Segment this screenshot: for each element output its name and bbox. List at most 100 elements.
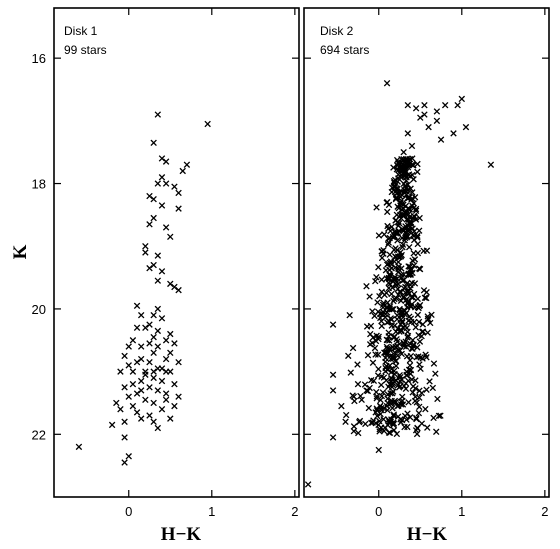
- panel-2-star-point: [400, 156, 407, 163]
- panel-2-star-point: [410, 262, 418, 269]
- panel-2-star-point: [364, 387, 372, 395]
- panel-1-star-point: [171, 183, 178, 190]
- panel-2-star-point: [424, 313, 431, 320]
- panel-1-star-point: [167, 349, 174, 357]
- panel-2-star-point: [379, 304, 387, 311]
- panel-1-star-point: [154, 277, 162, 284]
- panel-2-star-point: [415, 318, 423, 326]
- panel-2-star-point: [411, 194, 419, 201]
- panel-2-star-point: [390, 412, 398, 420]
- panel-2-star-point: [450, 130, 457, 137]
- panel-2-star-point: [411, 256, 419, 263]
- panel-1-star-point: [150, 418, 157, 425]
- panel-2-star-point: [411, 304, 419, 311]
- panel-2-star-point: [409, 294, 417, 301]
- panel-1-star-point: [183, 161, 191, 168]
- panel-1-star-point: [137, 311, 145, 319]
- panel-1-star-point: [142, 249, 149, 256]
- x-tick-label: 0: [375, 504, 382, 519]
- panel-2-star-point: [363, 283, 370, 290]
- panel-2-star-point: [413, 353, 420, 361]
- panel-1-star-point: [171, 283, 178, 291]
- panel-1-star-point: [146, 221, 153, 228]
- panel-2-star-point: [386, 251, 393, 258]
- panel-2-star-point: [416, 403, 423, 411]
- panel-1-star-point: [162, 368, 170, 375]
- panel-2-star-point: [380, 427, 388, 435]
- panel-1-star-point: [179, 167, 186, 175]
- panel-2-star-point: [374, 351, 382, 358]
- panel-2-star-point: [412, 324, 419, 331]
- panel-2-star-point: [392, 230, 400, 237]
- panel-1-star-point: [154, 252, 162, 259]
- panel-1-star-point: [146, 384, 153, 391]
- panel-1-star-point: [146, 412, 153, 419]
- panel-2-star-point: [389, 379, 397, 387]
- panel-2-star-point: [354, 361, 361, 368]
- panel-2-star-point: [392, 362, 400, 370]
- panel-2-star-point: [386, 429, 394, 437]
- panel-1-star-point: [150, 374, 157, 382]
- panel-2-star-point: [369, 359, 377, 366]
- panel-2-star-point: [411, 280, 419, 287]
- panel-1-star-point: [137, 387, 145, 394]
- panel-1-star-point: [133, 390, 141, 397]
- panel-2-star-point: [338, 402, 345, 410]
- panel-2-star-point: [376, 292, 383, 300]
- panel-1-star-point: [158, 315, 166, 322]
- panel-2-star-point: [388, 290, 395, 298]
- panel-2-star-point: [408, 142, 416, 150]
- panel-2-star-point: [387, 315, 394, 322]
- panel-1-star-point: [142, 396, 149, 404]
- panel-2-star-point: [394, 338, 401, 345]
- panel-2-star-point: [383, 199, 390, 206]
- panel-2-star-point: [409, 202, 416, 210]
- x-tick-label: 1: [208, 504, 215, 519]
- panel-2-star-point: [378, 392, 386, 400]
- panel-2-star-point: [404, 423, 411, 431]
- panel-2-star-point: [342, 418, 349, 425]
- panel-2-star-point: [378, 373, 385, 380]
- panel-2-star-point: [361, 381, 369, 388]
- panel-2-star-point: [378, 322, 385, 330]
- panel-2-star-point: [365, 404, 373, 412]
- panel-2-star-point: [363, 323, 371, 330]
- panel-2-star-point: [402, 185, 410, 192]
- panel-1-star-point: [150, 368, 157, 375]
- y-tick-label: 20: [32, 302, 46, 317]
- panel-2-star-point: [403, 353, 411, 360]
- panel-2-star-point: [462, 123, 470, 131]
- panel-1-star-point: [171, 340, 178, 347]
- panel-2-star-point: [458, 95, 466, 103]
- panel-2-star-point: [406, 414, 414, 421]
- panel-1-star-point: [121, 459, 128, 466]
- panel-2-star-point: [372, 337, 380, 345]
- panel-1-star-point: [167, 280, 174, 288]
- panel-1-star-point: [154, 180, 162, 187]
- panel-1-star-point: [167, 415, 174, 422]
- panel-2-star-point: [403, 309, 410, 317]
- panel-2-star-point: [400, 276, 408, 284]
- panel-2-star-point: [390, 399, 398, 406]
- panel-2-star-point: [385, 225, 392, 232]
- panel-2-star-point: [432, 370, 439, 377]
- panel-2-star-point: [420, 287, 428, 294]
- panel-2-star-point: [375, 365, 382, 373]
- panel-2-star-point: [350, 423, 358, 430]
- panel-2-frame: [303, 7, 550, 498]
- panel-2-star-point: [395, 347, 402, 354]
- panel-2-star-point: [393, 156, 401, 164]
- panel-1-star-point: [117, 406, 124, 413]
- panel-1-star-point: [158, 202, 166, 209]
- panel-2-star-point: [416, 214, 423, 222]
- panel-2-star-point: [421, 101, 428, 109]
- panel-1-star-point: [146, 340, 153, 347]
- panel-2-star-point: [364, 352, 372, 359]
- panel-2-star-point: [410, 162, 417, 169]
- panel-2-star-point: [356, 418, 363, 426]
- panel-1-star-point: [162, 180, 170, 187]
- panel-2-star-point: [415, 227, 423, 234]
- panel-2-star-point: [373, 388, 380, 396]
- panel-2-star-point: [405, 194, 412, 202]
- panel-2-star-point: [415, 409, 423, 417]
